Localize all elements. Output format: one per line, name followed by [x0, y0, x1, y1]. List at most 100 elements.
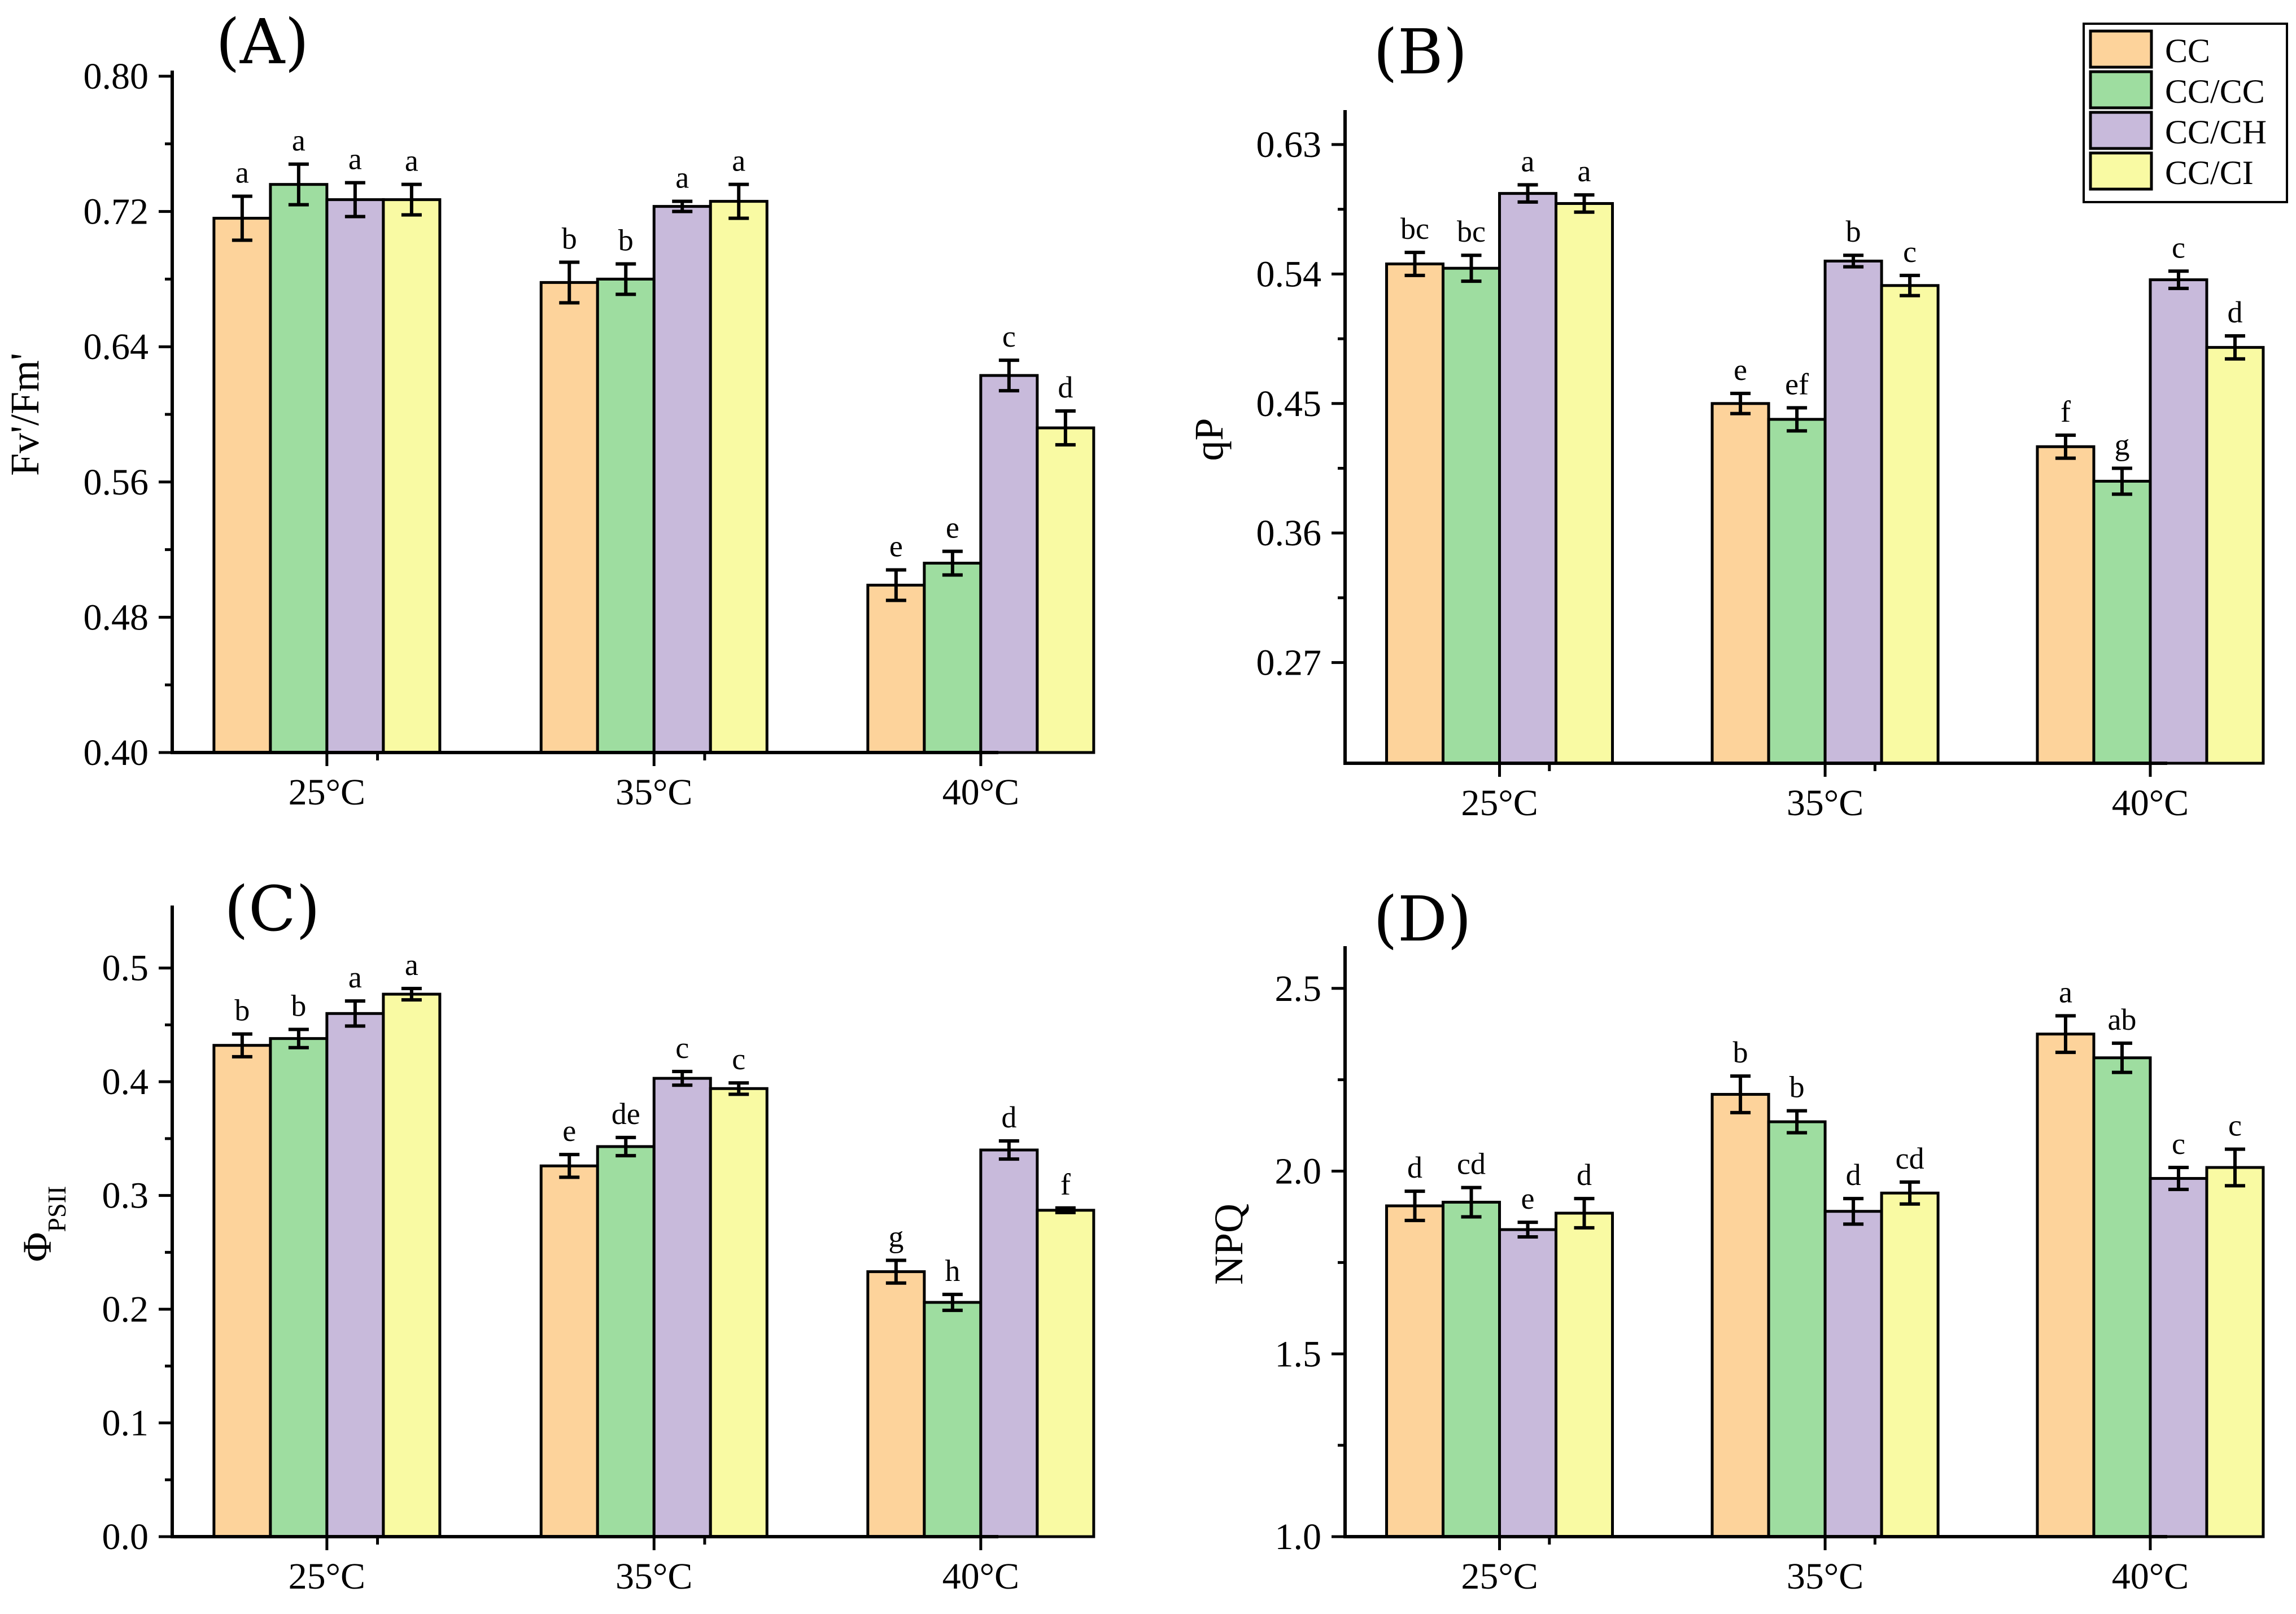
panel-c-cc-ch-35-c-bar	[652, 1077, 712, 1538]
panel-b-xtick-label: 35°C	[1787, 782, 1863, 824]
panel-c-cc-cc-40-c-error-bar	[942, 1292, 963, 1313]
panel-d-cc-cc-40-c-sig-letter: ab	[2107, 1003, 2136, 1036]
legend-swatch-cc-ci	[2089, 151, 2153, 191]
panel-c-cc-ci-35-c-bar	[709, 1087, 769, 1538]
panel-a-cc-cc-25-c-error-bar	[288, 162, 309, 207]
panel-d-cc-35-c-error-bar	[1730, 1074, 1751, 1114]
panel-a-cc-cc-40-c-error-bar	[942, 549, 963, 577]
panel-c-cc-35-c-error-bar	[559, 1153, 580, 1179]
panel-c-ytick-label: 0.1	[102, 1403, 149, 1444]
legend-swatch-cc	[2089, 29, 2153, 69]
panel-a-cc-ch-35-c-sig-letter: a	[675, 161, 689, 195]
panel-d-cc-ch-25-c-bar	[1498, 1228, 1558, 1538]
panel-c-cc-25-c-sig-letter: b	[234, 994, 250, 1027]
panel-a-xtick-label: 40°C	[942, 772, 1019, 813]
panel-d-cc-cc-25-c-bar	[1442, 1201, 1501, 1538]
panel-c-cc-ci-40-c-error-bar	[1055, 1206, 1076, 1214]
panel-b-cc-40-c-sig-letter: f	[2061, 395, 2071, 428]
panel-a-cc-35-c-sig-letter: b	[562, 221, 577, 255]
legend-label-cc-cc: CC/CC	[2165, 73, 2265, 110]
panel-a-cc-cc-35-c-sig-letter: b	[618, 223, 634, 257]
panel-d-cc-ci-40-c-bar	[2205, 1166, 2265, 1538]
panel-d-cc-cc-35-c-bar	[1767, 1120, 1827, 1538]
panel-a-ytick-label: 0.72	[84, 191, 149, 233]
panel-d-cc-ch-25-c-sig-letter: e	[1521, 1182, 1535, 1215]
panel-c-cc-cc-25-c-sig-letter: b	[291, 989, 306, 1023]
panel-d-cc-25-c-sig-letter: d	[1407, 1151, 1422, 1184]
panel-c-cc-35-c-sig-letter: e	[562, 1114, 576, 1148]
panel-c-cc-cc-25-c-error-bar	[288, 1027, 309, 1049]
panel-b-ytick-label: 0.36	[1256, 513, 1322, 554]
legend-swatch-cc-cc	[2089, 70, 2153, 110]
panel-d-cc-40-c-bar	[2036, 1033, 2096, 1538]
panel-d-ytick-label: 1.5	[1275, 1333, 1322, 1375]
panel-b-cc-cc-25-c-error-bar	[1461, 253, 1482, 283]
panel-b-cc-ch-25-c-bar	[1498, 192, 1558, 765]
panel-b-cc-ci-40-c-sig-letter: d	[2227, 295, 2242, 329]
panel-a-cc-25-c-bar	[212, 217, 272, 754]
panel-d-cc-ch-35-c-bar	[1823, 1210, 1883, 1538]
panel-b-cc-25-c-error-bar	[1404, 251, 1425, 277]
panel-a-cc-ci-40-c-bar	[1036, 426, 1095, 754]
panel-d-cc-ci-35-c-sig-letter: cd	[1896, 1141, 1924, 1175]
panel-c-cc-40-c-sig-letter: g	[888, 1219, 903, 1253]
panel-b-cc-ch-35-c-bar	[1823, 259, 1883, 765]
panel-a-cc-ch-25-c-error-bar	[344, 181, 365, 218]
panel-c-xtick-label: 40°C	[942, 1556, 1019, 1597]
panel-d-cc-ci-35-c-bar	[1880, 1191, 1940, 1538]
panel-a: (A) a b e a b e a a c a a d 0.40 0.48 0.56 0.64 0.72 0.80 2…	[2, 6, 1095, 813]
panel-b-ytick-label: 0.54	[1256, 253, 1322, 295]
panel-a-letter: (A)	[216, 6, 309, 78]
panel-c-ytick-label: 0.3	[102, 1175, 149, 1217]
panel-c-cc-25-c-bar	[212, 1044, 272, 1538]
panel-a-cc-ch-35-c-bar	[652, 205, 712, 754]
panel-d-ylabel: NPQ	[1206, 1204, 1251, 1285]
panel-a-cc-ci-25-c-sig-letter: a	[405, 144, 418, 178]
panel-c: (C) b e g b de h a c d a c f 0.0 0.1 0.2 0.3 0.4 0.5 25°C 35…	[15, 873, 1095, 1597]
panel-d-cc-cc-25-c-sig-letter: cd	[1457, 1147, 1486, 1181]
panel-b-ytick-label: 0.45	[1256, 383, 1322, 425]
panel-b-xtick-label: 25°C	[1461, 782, 1538, 824]
panel-a-cc-ch-25-c-bar	[325, 198, 385, 754]
panel-a-cc-ch-40-c-sig-letter: c	[1002, 320, 1016, 353]
panel-a-cc-25-c-sig-letter: a	[235, 156, 249, 190]
panel-d-cc-cc-35-c-sig-letter: b	[1789, 1070, 1805, 1104]
panel-c-cc-40-c-error-bar	[885, 1258, 906, 1285]
panel-c-cc-ci-25-c-sig-letter: a	[405, 948, 418, 982]
panel-a-cc-cc-40-c-bar	[923, 562, 983, 754]
panel-b-ytick-label: 0.63	[1256, 124, 1322, 165]
panel-d-cc-35-c-sig-letter: b	[1733, 1035, 1748, 1069]
panel-a-ytick-label: 0.80	[84, 56, 149, 97]
panel-d-cc-25-c-error-bar	[1404, 1189, 1425, 1222]
panel-c-cc-ci-25-c-bar	[382, 992, 442, 1538]
panel-b-axes	[1343, 110, 2167, 765]
panel-c-ytick-label: 0.5	[102, 948, 149, 989]
panel-c-cc-cc-35-c-sig-letter: de	[612, 1097, 640, 1131]
panel-d-cc-ci-40-c-sig-letter: c	[2228, 1109, 2242, 1143]
panel-a-cc-ci-25-c-bar	[382, 198, 442, 754]
panel-b-ytick-label: 0.27	[1256, 642, 1322, 684]
panel-d-letter: (D)	[1373, 883, 1472, 955]
panel-b-cc-cc-40-c-bar	[2092, 479, 2152, 765]
panel-c-letter: (C)	[224, 873, 320, 945]
panel-b-cc-40-c-error-bar	[2055, 433, 2076, 460]
panel-b-cc-25-c-bar	[1385, 263, 1445, 765]
panel-c-ytick-label: 0.0	[102, 1516, 149, 1558]
panel-b-cc-cc-35-c-sig-letter: ef	[1785, 367, 1809, 401]
legend-label-cc-ci: CC/CI	[2165, 154, 2254, 191]
panel-a-cc-cc-25-c-bar	[269, 183, 329, 754]
panel-a-cc-cc-40-c-sig-letter: e	[946, 511, 959, 545]
panel-a-cc-25-c-error-bar	[232, 194, 252, 242]
panel-d-ytick-label: 2.5	[1275, 968, 1322, 1009]
panel-b-cc-ci-25-c-error-bar	[1574, 193, 1595, 214]
panel-b-cc-35-c-sig-letter: e	[1734, 353, 1747, 387]
panel-c-cc-25-c-error-bar	[232, 1032, 252, 1058]
panel-b-cc-ci-40-c-error-bar	[2224, 334, 2245, 361]
panel-c-ytick-label: 0.2	[102, 1289, 149, 1330]
panel-c-cc-35-c-bar	[539, 1164, 599, 1538]
panel-b-cc-ch-40-c-sig-letter: c	[2172, 230, 2185, 264]
panel-b-cc-ci-25-c-bar	[1555, 202, 1614, 765]
panel-d-xtick-label: 35°C	[1787, 1556, 1863, 1597]
